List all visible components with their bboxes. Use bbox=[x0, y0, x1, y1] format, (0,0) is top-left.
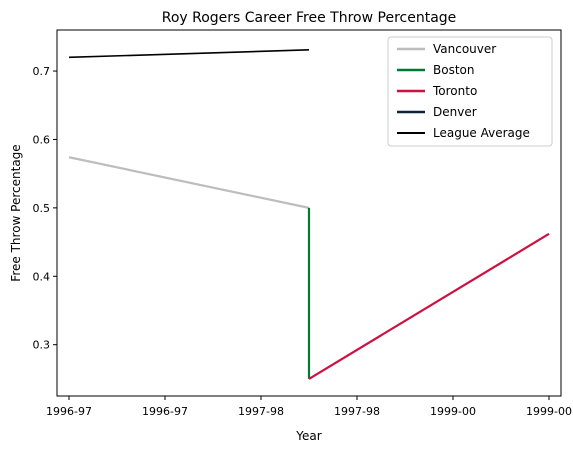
plot-frame bbox=[56, 29, 562, 397]
legend-label: Toronto bbox=[432, 84, 477, 98]
x-tick-label: 1997-98 bbox=[334, 405, 380, 418]
legend: Vancouver Boston Toronto Denver League Avera… bbox=[387, 36, 553, 147]
y-tick-label: 0.6 bbox=[33, 133, 51, 146]
legend-box bbox=[387, 36, 553, 147]
x-tick-label: 1997-98 bbox=[238, 405, 284, 418]
x-axis: 1996-97 1996-97 1997-98 1997-98 1999-00 1999-… bbox=[46, 396, 572, 418]
series-line-2 bbox=[308, 232, 550, 380]
x-tick-label: 1996-97 bbox=[142, 405, 188, 418]
series-line-0 bbox=[68, 156, 310, 209]
chart-title: Roy Rogers Career Free Throw Percentage bbox=[162, 10, 457, 26]
y-tick-label: 0.5 bbox=[33, 202, 51, 215]
x-tick-label: 1996-97 bbox=[46, 405, 92, 418]
y-axis-label: Free Throw Percentage bbox=[9, 144, 23, 281]
x-tick-label: 1999-00 bbox=[430, 405, 476, 418]
legend-label: League Average bbox=[433, 126, 530, 140]
y-tick-label: 0.3 bbox=[33, 339, 51, 352]
legend-label: Denver bbox=[433, 105, 477, 119]
x-axis-label: Year bbox=[295, 429, 321, 443]
x-tick-label: 1999-00 bbox=[526, 405, 572, 418]
series-line-4 bbox=[68, 49, 310, 59]
y-tick-label: 0.4 bbox=[33, 270, 51, 283]
y-axis: 0.3 0.4 0.5 0.6 0.7 bbox=[33, 65, 57, 352]
legend-label: Boston bbox=[433, 63, 474, 77]
legend-label: Vancouver bbox=[433, 42, 496, 56]
y-tick-label: 0.7 bbox=[33, 65, 51, 78]
series-layer bbox=[68, 49, 550, 380]
